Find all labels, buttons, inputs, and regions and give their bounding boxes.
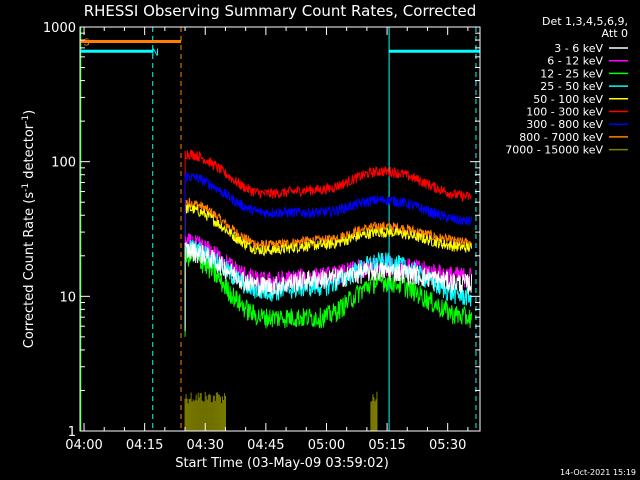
flag-label-n: N	[152, 47, 159, 58]
y-axis-label-sup2: -1	[21, 115, 31, 124]
series-line-6	[184, 171, 473, 258]
olive-burst-0	[184, 391, 226, 431]
olive-burst-1	[370, 391, 378, 431]
legend-label-8: 7000 - 15000 keV	[505, 144, 603, 157]
flag-label-s: S	[83, 38, 89, 49]
series-line-0	[184, 241, 473, 332]
series-line-5	[184, 148, 472, 235]
legend-header-line1: Det 1,3,4,5,6,9,	[542, 15, 628, 28]
y-tick-label-2: 100	[51, 156, 76, 171]
legend-label-2: 12 - 25 keV	[540, 67, 603, 80]
y-tick-label-1: 10	[59, 290, 76, 305]
x-tick-label-5: 05:15	[368, 438, 405, 453]
legend-label-5: 100 - 300 keV	[526, 106, 603, 119]
x-tick-label-2: 04:30	[187, 438, 224, 453]
legend-label-4: 50 - 100 keV	[533, 93, 603, 106]
y-axis-label-suffix: )	[22, 110, 37, 115]
y-axis-label-prefix: Corrected Count Rate (s	[22, 192, 37, 349]
series-line-4	[184, 204, 473, 290]
y-tick-label-0: 1	[68, 425, 76, 440]
x-tick-label-4: 05:00	[308, 438, 345, 453]
footer-timestamp: 14-Oct-2021 15:19	[560, 468, 636, 477]
chart-title: RHESSI Observing Summary Count Rates, Co…	[84, 2, 477, 20]
legend-label-0: 3 - 6 keV	[554, 42, 603, 55]
y-tick-label-3: 1000	[43, 21, 76, 36]
legend-label-6: 300 - 800 keV	[526, 118, 603, 131]
x-axis: 04:00 04:15 04:30 04:45 05:00 05:15 05:30	[65, 27, 469, 453]
legend-header-line2: Att 0	[602, 27, 628, 40]
y-axis: 1 10 100 1000	[43, 21, 480, 440]
legend-label-1: 6 - 12 keV	[547, 55, 603, 68]
legend-label-7: 800 - 7000 keV	[519, 131, 603, 144]
legend-label-3: 25 - 50 keV	[540, 80, 603, 93]
plot-area: SN	[80, 27, 480, 431]
x-tick-label-0: 04:00	[65, 438, 102, 453]
x-tick-label-6: 05:30	[429, 438, 466, 453]
x-axis-label: Start Time (03-May-09 03:59:02)	[175, 456, 389, 471]
y-axis-label-sup1: -1	[21, 183, 31, 192]
x-tick-label-1: 04:15	[126, 438, 163, 453]
x-tick-label-3: 04:45	[247, 438, 284, 453]
plot-frame	[79, 26, 481, 432]
y-axis-label-mid: detector	[22, 123, 37, 183]
y-axis-label: Corrected Count Rate (s-1 detector-1)	[21, 110, 37, 348]
series-line-2	[184, 246, 473, 337]
